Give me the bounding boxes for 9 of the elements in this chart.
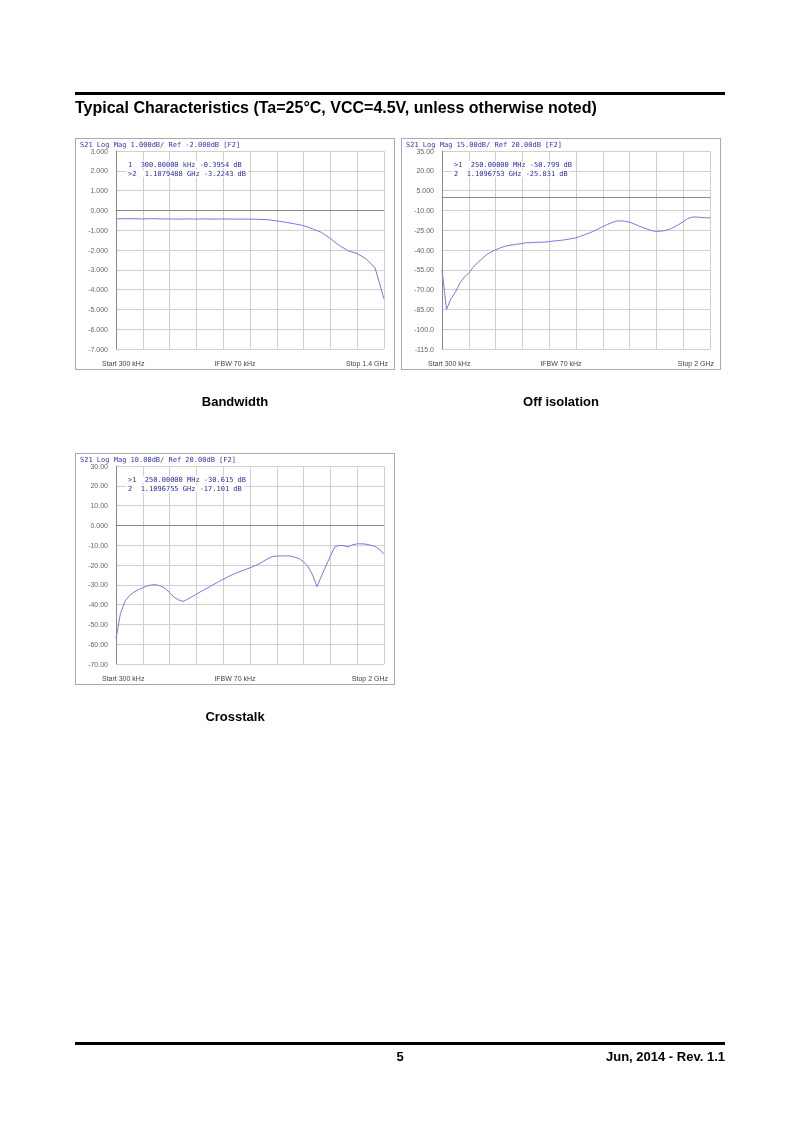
line-series xyxy=(441,216,711,310)
text: Bandwidth xyxy=(200,394,270,409)
line-series xyxy=(115,218,385,300)
text: 5 xyxy=(396,1049,404,1064)
text: Off isolation xyxy=(522,394,600,409)
text: Crosstalk xyxy=(204,709,266,724)
text: Typical Characteristics (Ta=25°C, VCC=4.5V, unless otherwise noted) xyxy=(75,92,725,117)
line-series xyxy=(115,543,385,639)
text: Jun, 2014 - Rev. 1.1 xyxy=(606,1049,725,1064)
